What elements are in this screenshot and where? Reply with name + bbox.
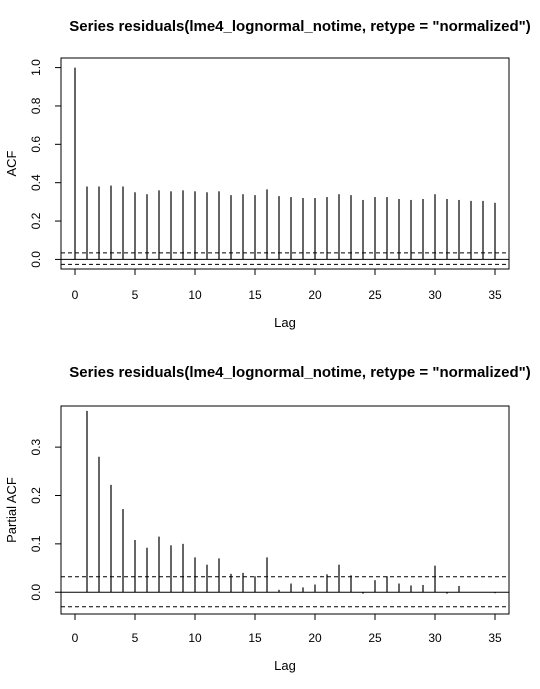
chart-title: Series residuals(lme4_lognormal_notime, … <box>69 364 530 381</box>
x-tick-label: 30 <box>428 288 442 302</box>
x-axis-label: Lag <box>274 315 296 330</box>
x-tick-label: 0 <box>72 631 79 645</box>
x-tick-label: 10 <box>188 631 202 645</box>
pacf-chart: Series residuals(lme4_lognormal_notime, … <box>4 364 531 673</box>
y-axis-label: ACF <box>4 150 19 176</box>
y-tick-label: 0.0 <box>29 584 43 601</box>
y-tick-label: 0.2 <box>29 212 43 229</box>
y-tick-label: 0.1 <box>29 535 43 552</box>
x-tick-label: 15 <box>248 288 262 302</box>
y-tick-label: 0.4 <box>29 174 43 191</box>
x-axis-label: Lag <box>274 658 296 673</box>
y-tick-label: 0.2 <box>29 487 43 504</box>
x-tick-label: 35 <box>488 631 502 645</box>
x-tick-label: 20 <box>308 631 322 645</box>
y-tick-label: 0.6 <box>29 136 43 153</box>
x-tick-label: 25 <box>368 288 382 302</box>
plot-frame <box>60 57 510 270</box>
y-tick-label: 1.0 <box>29 59 43 76</box>
chart-title: Series residuals(lme4_lognormal_notime, … <box>69 18 530 35</box>
y-axis-label: Partial ACF <box>4 477 19 543</box>
x-tick-label: 5 <box>132 631 139 645</box>
x-tick-label: 20 <box>308 288 322 302</box>
x-tick-label: 30 <box>428 631 442 645</box>
x-tick-label: 35 <box>488 288 502 302</box>
y-tick-label: 0.3 <box>29 438 43 455</box>
x-tick-label: 25 <box>368 631 382 645</box>
x-tick-label: 5 <box>132 288 139 302</box>
y-tick-label: 0.8 <box>29 97 43 114</box>
y-tick-label: 0.0 <box>29 251 43 268</box>
x-tick-label: 15 <box>248 631 262 645</box>
x-tick-label: 10 <box>188 288 202 302</box>
acf-chart: Series residuals(lme4_lognormal_notime, … <box>4 18 531 330</box>
plot-frame <box>60 405 510 615</box>
x-tick-label: 0 <box>72 288 79 302</box>
